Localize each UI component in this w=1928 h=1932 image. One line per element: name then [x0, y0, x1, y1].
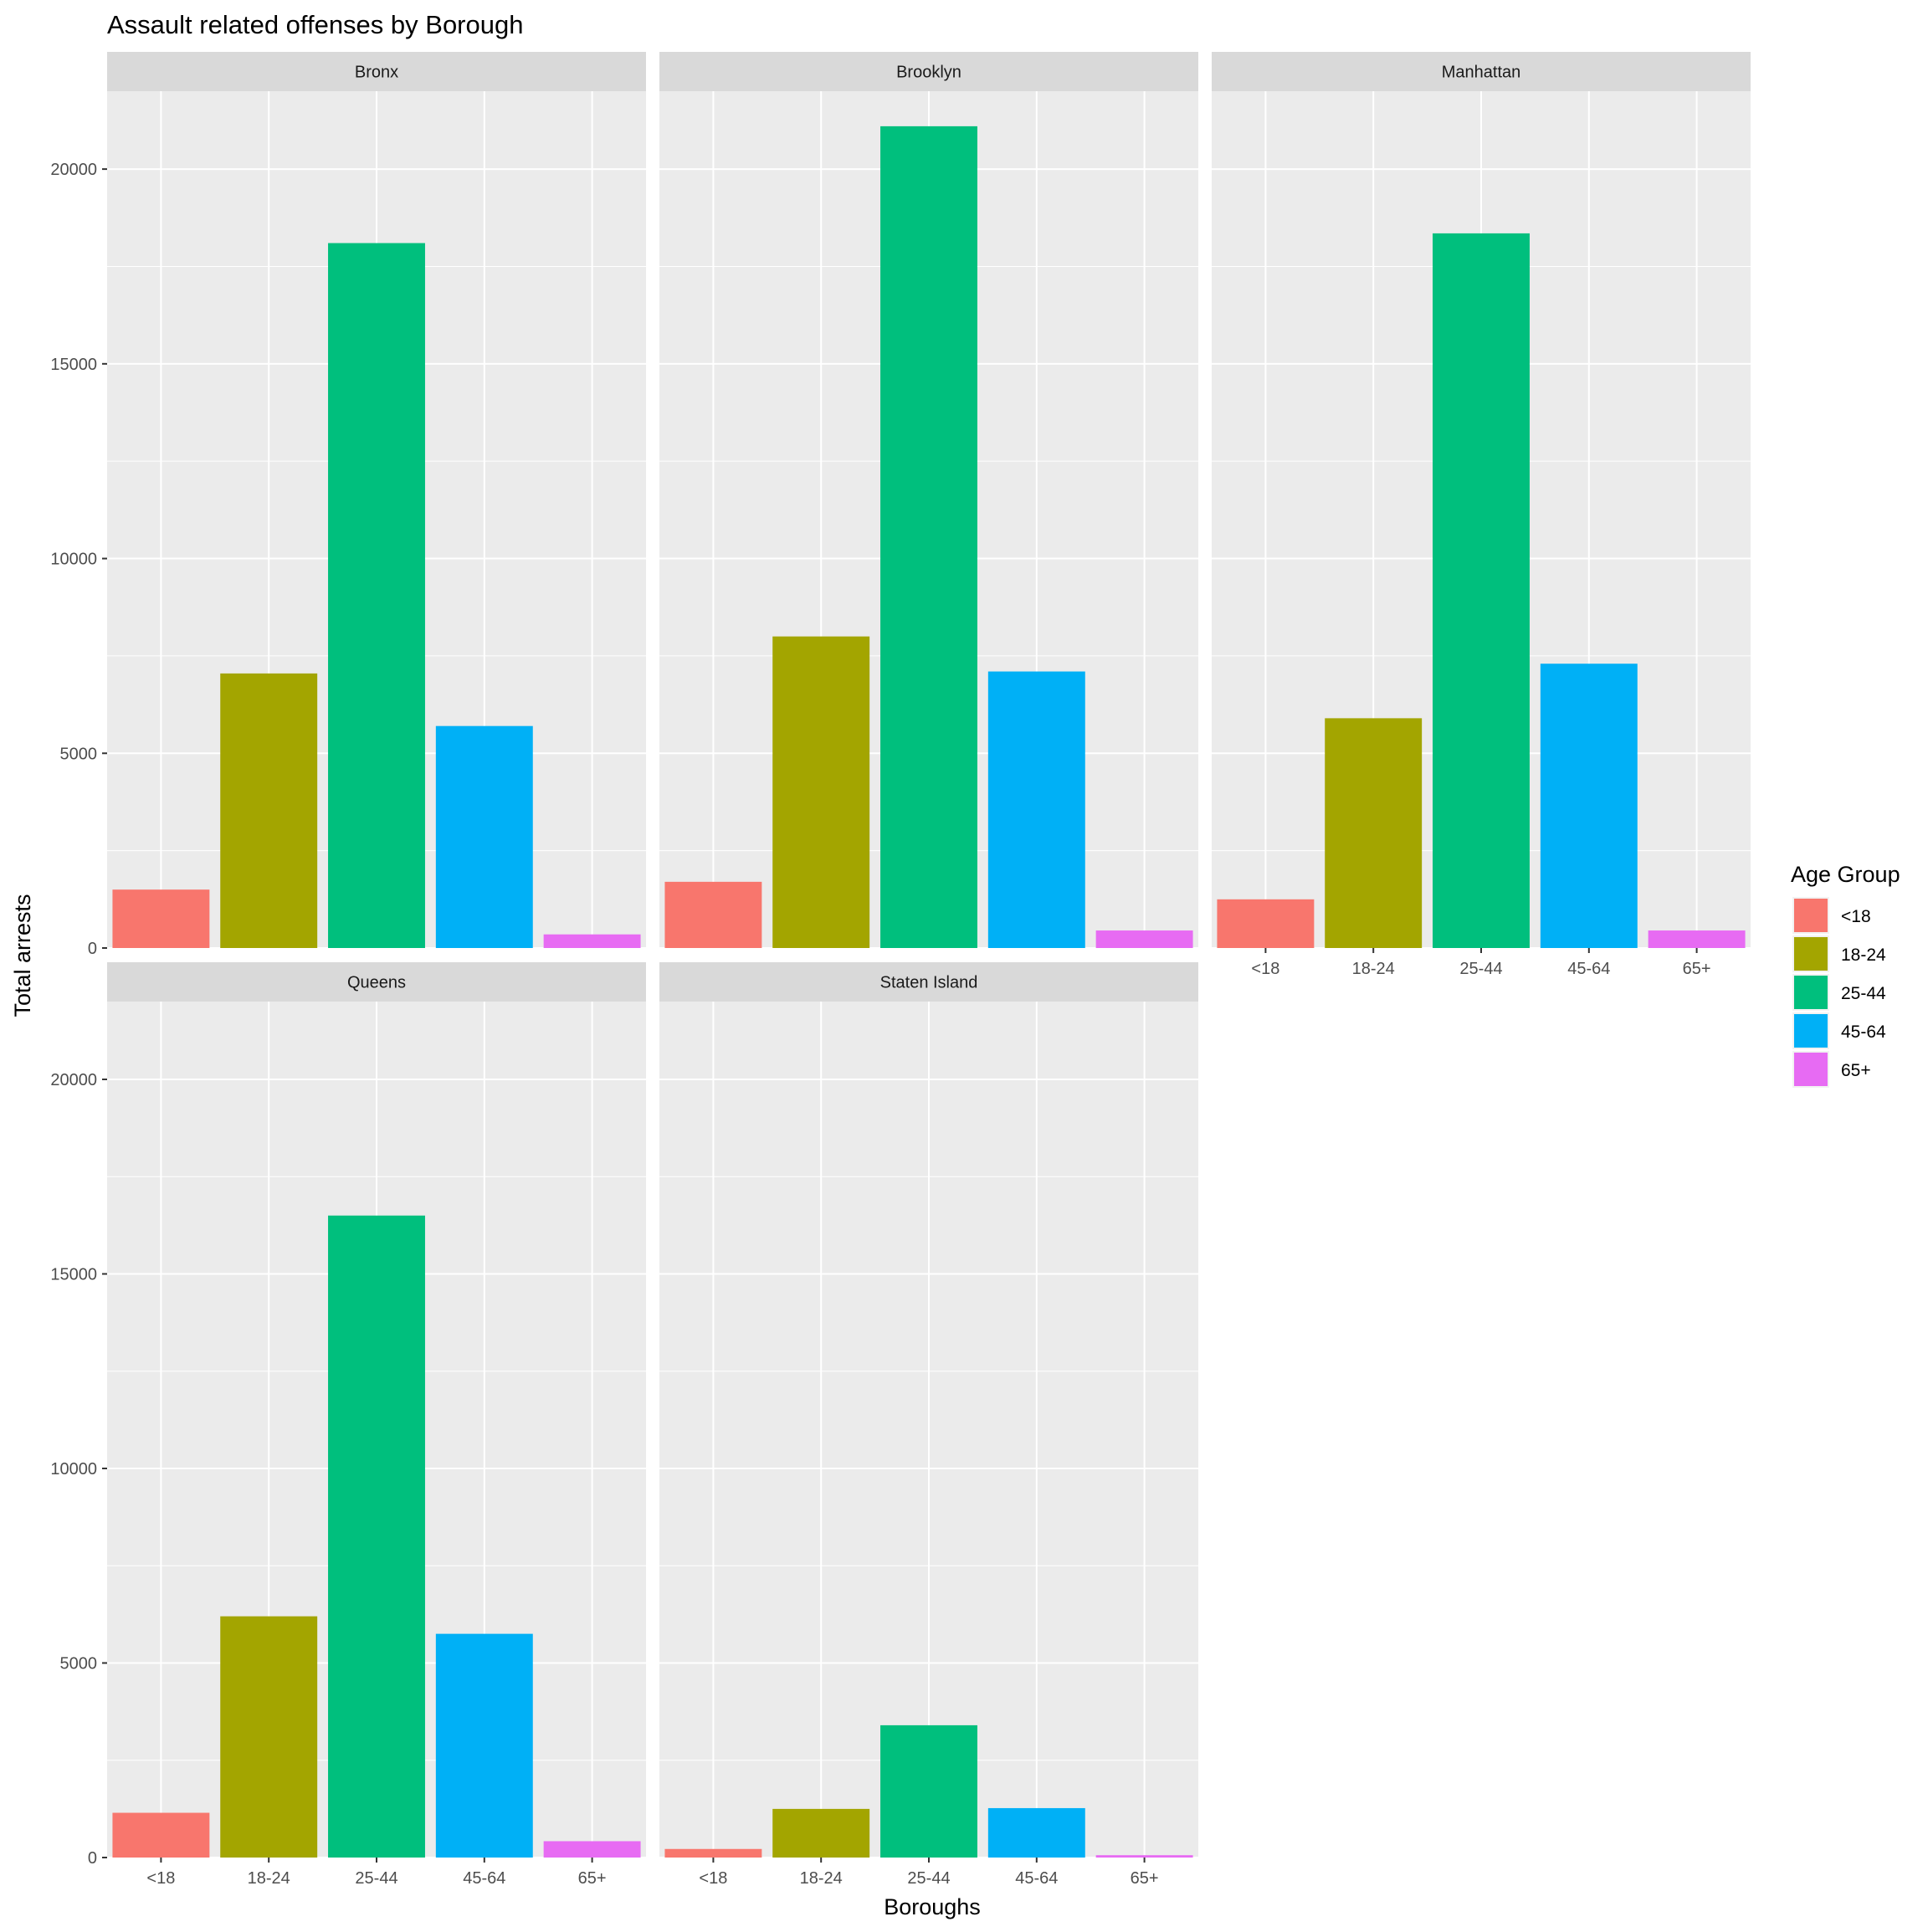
- legend-label: <18: [1841, 907, 1871, 926]
- y-tick-label: 20000: [50, 161, 97, 179]
- y-tick-label: 0: [88, 940, 97, 958]
- bar-manhattan-45-64: [1540, 664, 1638, 948]
- x-tick-label: 25-44: [1459, 960, 1502, 978]
- strip-background-staten-island: [659, 962, 1198, 1002]
- bar-brooklyn-18-24: [772, 636, 870, 948]
- x-tick-label: 25-44: [907, 1869, 950, 1888]
- bar-bronx-18-24: [220, 673, 318, 948]
- x-tick-label: 45-64: [1567, 960, 1610, 978]
- x-tick-label: 65+: [578, 1869, 607, 1888]
- x-tick-label: <18: [146, 1869, 175, 1888]
- legend-swatch: [1794, 899, 1828, 932]
- strip-background-bronx: [107, 52, 646, 91]
- x-tick-label: <18: [699, 1869, 727, 1888]
- chart-title: Assault related offenses by Borough: [107, 10, 523, 39]
- bar-staten-island-under-18: [664, 1848, 762, 1858]
- bar-bronx-45-64: [435, 725, 533, 948]
- strip-label-staten-island: Staten Island: [880, 974, 978, 992]
- legend-swatch: [1794, 976, 1828, 1009]
- x-tick-label: 18-24: [248, 1869, 290, 1888]
- bar-bronx-under-18: [112, 889, 210, 948]
- y-tick-label: 15000: [50, 1266, 97, 1284]
- legend-label: 25-44: [1841, 984, 1886, 1003]
- strip-label-manhattan: Manhattan: [1442, 64, 1521, 82]
- x-tick-label: 65+: [1683, 960, 1711, 978]
- bar-brooklyn-65-plus: [1095, 930, 1193, 948]
- x-tick-label: <18: [1251, 960, 1279, 978]
- y-tick-label: 0: [88, 1849, 97, 1868]
- bar-staten-island-45-64: [987, 1807, 1085, 1858]
- legend-swatch: [1794, 937, 1828, 971]
- y-tick-label: 20000: [50, 1071, 97, 1089]
- x-tick-label: 45-64: [1015, 1869, 1058, 1888]
- strip-background-manhattan: [1212, 52, 1751, 91]
- bar-queens-25-44: [328, 1215, 425, 1858]
- bar-staten-island-18-24: [772, 1808, 870, 1858]
- bar-bronx-25-44: [328, 243, 425, 948]
- x-axis-title: Boroughs: [884, 1894, 981, 1919]
- x-tick-label: 45-64: [463, 1869, 505, 1888]
- bar-queens-65-plus: [543, 1841, 641, 1858]
- bar-queens-under-18: [112, 1812, 210, 1858]
- bar-staten-island-65-plus: [1095, 1855, 1193, 1858]
- y-tick-label: 5000: [60, 1655, 98, 1673]
- facet-panels: Bronx 0 5000 10000 15000 20000 Brooklyn Manhatt…: [50, 52, 1751, 1888]
- bar-brooklyn-25-44: [880, 126, 977, 948]
- bar-staten-island-25-44: [880, 1724, 977, 1858]
- strip-label-bronx: Bronx: [355, 64, 398, 82]
- legend-swatch: [1794, 1014, 1828, 1048]
- x-tick-label: 18-24: [1352, 960, 1395, 978]
- bar-queens-18-24: [220, 1616, 318, 1858]
- x-tick-label: 18-24: [800, 1869, 843, 1888]
- bar-brooklyn-under-18: [664, 881, 762, 948]
- bar-brooklyn-45-64: [987, 671, 1085, 948]
- y-axis-title: Total arrests: [10, 894, 35, 1017]
- legend-label: 18-24: [1841, 946, 1886, 965]
- x-tick-label: 65+: [1131, 1869, 1159, 1888]
- y-tick-label: 15000: [50, 356, 97, 374]
- legend-swatch: [1794, 1053, 1828, 1086]
- legend-title: Age Group: [1791, 862, 1900, 887]
- y-tick-label: 5000: [60, 745, 98, 763]
- strip-background-brooklyn: [659, 52, 1198, 91]
- bar-queens-45-64: [435, 1633, 533, 1858]
- legend-label: 65+: [1841, 1061, 1871, 1080]
- y-tick-label: 10000: [50, 1460, 97, 1478]
- strip-label-brooklyn: Brooklyn: [896, 64, 961, 82]
- bar-manhattan-25-44: [1433, 233, 1530, 949]
- bar-manhattan-18-24: [1325, 718, 1423, 948]
- legend: Age Group <18 18-24 25-44 45-64 65+: [1791, 862, 1900, 1088]
- bar-bronx-65-plus: [543, 934, 641, 948]
- strip-label-queens: Queens: [347, 974, 406, 992]
- x-tick-label: 25-44: [355, 1869, 397, 1888]
- bar-manhattan-65-plus: [1648, 930, 1746, 948]
- strip-background-queens: [107, 962, 646, 1002]
- y-tick-label: 10000: [50, 551, 97, 569]
- bar-manhattan-under-18: [1217, 899, 1315, 948]
- legend-label: 45-64: [1841, 1022, 1886, 1042]
